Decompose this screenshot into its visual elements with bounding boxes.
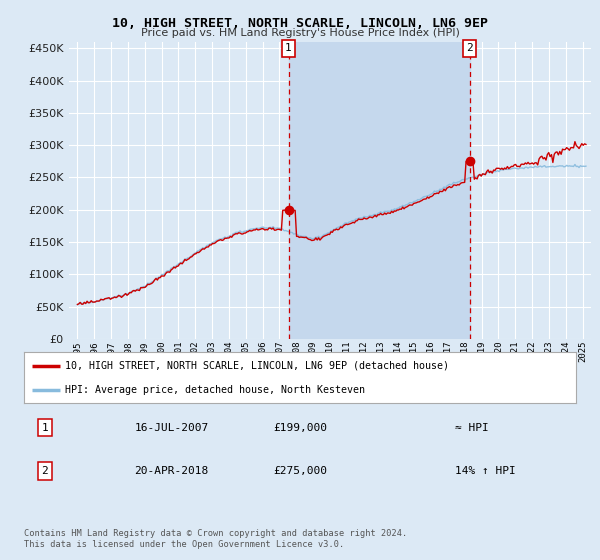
- Text: 2: 2: [466, 44, 473, 53]
- Text: 14% ↑ HPI: 14% ↑ HPI: [455, 466, 515, 476]
- Text: Contains HM Land Registry data © Crown copyright and database right 2024.
This d: Contains HM Land Registry data © Crown c…: [24, 529, 407, 549]
- Text: Price paid vs. HM Land Registry's House Price Index (HPI): Price paid vs. HM Land Registry's House …: [140, 28, 460, 38]
- Text: 2: 2: [41, 466, 49, 476]
- Text: 10, HIGH STREET, NORTH SCARLE, LINCOLN, LN6 9EP (detached house): 10, HIGH STREET, NORTH SCARLE, LINCOLN, …: [65, 361, 449, 371]
- Text: 20-APR-2018: 20-APR-2018: [134, 466, 209, 476]
- Text: 10, HIGH STREET, NORTH SCARLE, LINCOLN, LN6 9EP: 10, HIGH STREET, NORTH SCARLE, LINCOLN, …: [112, 17, 488, 30]
- Text: 1: 1: [41, 423, 49, 433]
- Text: HPI: Average price, detached house, North Kesteven: HPI: Average price, detached house, Nort…: [65, 385, 365, 395]
- Text: 1: 1: [285, 44, 292, 53]
- Text: ≈ HPI: ≈ HPI: [455, 423, 488, 433]
- Text: £199,000: £199,000: [273, 423, 327, 433]
- Text: £275,000: £275,000: [273, 466, 327, 476]
- Text: 16-JUL-2007: 16-JUL-2007: [134, 423, 209, 433]
- Bar: [289, 42, 470, 339]
